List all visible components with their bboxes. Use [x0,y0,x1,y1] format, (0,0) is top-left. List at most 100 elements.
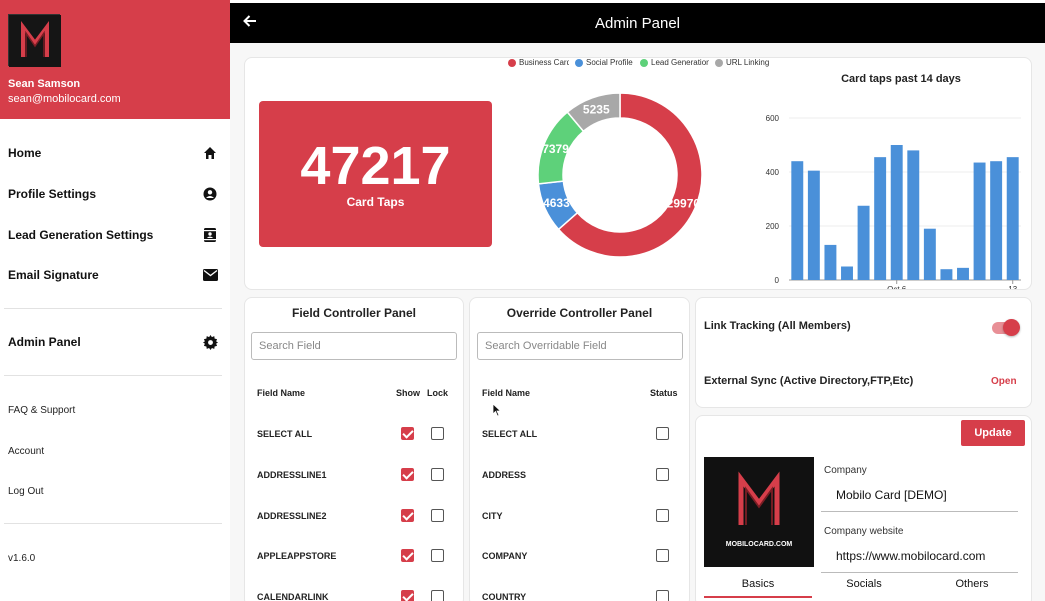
company-card: Update MOBILOCARD.COM Company Mobilo Car… [695,415,1032,601]
sidebar-item-home[interactable]: Home [0,138,230,168]
legend-swatch [640,58,648,67]
sidebar-item-lead-generation[interactable]: Lead Generation Settings [0,220,230,250]
show-checkbox[interactable] [401,427,414,440]
legend-item-lead-generation[interactable]: Lead Generation [640,58,709,67]
sidebar-item-email-signature[interactable]: Email Signature [0,260,230,290]
link-tracking-label: Link Tracking (All Members) [704,320,851,332]
legend-item-business-card[interactable]: Business Card [508,58,569,67]
legend-swatch [575,58,583,67]
lock-checkbox[interactable] [431,468,444,481]
bar[interactable] [923,228,936,280]
user-email: sean@mobilocard.com [8,93,121,105]
status-checkbox[interactable] [656,427,669,440]
bar[interactable] [990,161,1003,280]
bar[interactable] [1006,157,1019,280]
sidebar-item-label: Lead Generation Settings [8,228,154,242]
sidebar-item-label: Profile Settings [8,187,97,201]
lock-checkbox[interactable] [431,509,444,522]
sidebar-item-account[interactable]: Account [8,446,45,457]
field-controller-panel: Field Controller Panel Search Field Fiel… [244,297,464,601]
search-field-input[interactable]: Search Field [251,332,457,360]
table-row-label: ADDRESSLINE2 [257,511,327,521]
col-header-lock: Lock [427,388,449,398]
donut-slice-business-card[interactable] [557,92,703,258]
app-version: v1.6.0 [8,553,36,564]
status-checkbox[interactable] [656,509,669,522]
donut-legend: Business Card Social Profile Lead Genera… [508,58,770,67]
card-taps-count: 47217 [300,136,451,196]
gear-icon [202,334,218,350]
col-header-show: Show [396,388,420,398]
legend-swatch [508,58,516,67]
show-checkbox[interactable] [401,590,414,601]
mail-icon [202,267,218,283]
tab-others[interactable]: Others [955,578,989,590]
lock-checkbox[interactable] [431,590,444,601]
status-checkbox[interactable] [656,468,669,481]
bar[interactable] [874,157,887,280]
sidebar-item-faq-support[interactable]: FAQ & Support [8,405,76,416]
bar[interactable] [824,244,837,280]
external-sync-open-link[interactable]: Open [991,376,1017,387]
bar[interactable] [907,150,920,280]
home-icon [202,145,218,161]
status-checkbox[interactable] [656,549,669,562]
bar[interactable] [857,205,870,280]
panel-title: Override Controller Panel [506,306,653,320]
lock-checkbox[interactable] [431,549,444,562]
bar[interactable] [973,162,986,280]
sidebar-item-label: Home [8,146,42,160]
main-content: 47217 Card Taps Business Card Social Pro… [230,43,1045,601]
link-tracking-toggle[interactable] [992,319,1020,336]
sidebar: Sean Samson sean@mobilocard.com Home Pro… [0,0,230,601]
sidebar-divider [4,308,222,309]
donut-slice-url-linking[interactable] [566,92,621,133]
legend-item-url-linking[interactable]: URL Linking [715,58,770,67]
sidebar-item-label: Admin Panel [8,335,81,349]
table-row-label: CITY [482,511,503,521]
donut-slice-label: 4633 [543,196,570,210]
show-checkbox[interactable] [401,468,414,481]
bar[interactable] [957,267,969,280]
y-tick-label: 600 [766,114,780,123]
lock-checkbox[interactable] [431,427,444,440]
y-tick-label: 0 [775,276,780,285]
table-row-label: COMPANY [482,551,528,561]
bar[interactable] [841,266,853,281]
card-taps-label: Card Taps [346,195,405,209]
bar[interactable] [890,145,903,280]
settings-card: Link Tracking (All Members) External Syn… [695,297,1032,408]
profile-header: Sean Samson sean@mobilocard.com [0,0,230,119]
override-controller-panel: Override Controller Panel Search Overrid… [469,297,690,601]
bar-chart-title: Card taps past 14 days [841,73,961,85]
table-row-label: ADDRESSLINE1 [257,470,327,480]
tab-socials[interactable]: Socials [846,578,882,590]
company-field-underline [821,511,1018,512]
company-website-label: Company website [824,526,904,537]
sidebar-item-label: Email Signature [8,268,99,282]
bar[interactable] [940,269,953,280]
account-circle-icon [202,186,218,202]
sidebar-item-profile-settings[interactable]: Profile Settings [0,179,230,209]
bar[interactable] [807,170,820,280]
legend-label: URL Linking [726,58,770,67]
sidebar-item-admin-panel[interactable]: Admin Panel [0,327,230,357]
mouse-cursor-icon [492,403,502,417]
sidebar-item-log-out[interactable]: Log Out [8,486,44,497]
table-row-label: SELECT ALL [257,429,313,439]
user-name: Sean Samson [8,78,81,90]
card-taps-tile: 47217 Card Taps [259,101,492,247]
show-checkbox[interactable] [401,509,414,522]
back-arrow-icon[interactable] [242,13,262,33]
y-tick-label: 200 [766,222,780,231]
bar[interactable] [791,161,804,280]
show-checkbox[interactable] [401,549,414,562]
tab-basics[interactable]: Basics [741,578,775,590]
donut-chart: 29970 4633 7379 5235 [537,92,703,258]
company-field[interactable]: Mobilo Card [DEMO] [836,488,947,502]
company-website-field[interactable]: https://www.mobilocard.com [836,549,986,563]
status-checkbox[interactable] [656,590,669,601]
update-button[interactable]: Update [961,420,1025,446]
legend-item-social-profile[interactable]: Social Profile [575,58,634,67]
search-overridable-field-input[interactable]: Search Overridable Field [477,332,683,360]
